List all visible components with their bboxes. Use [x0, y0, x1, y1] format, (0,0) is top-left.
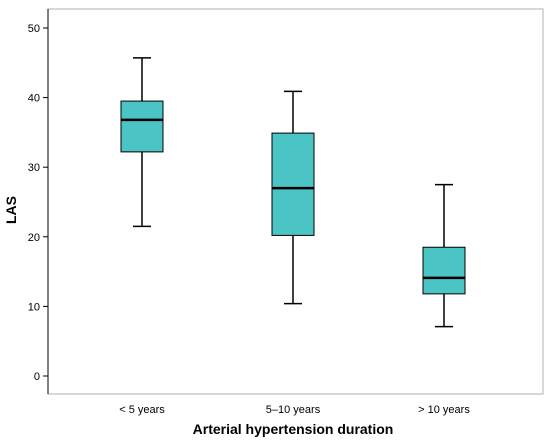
x-axis-title: Arterial hypertension duration — [193, 421, 394, 437]
y-tick-label: 40 — [28, 93, 40, 105]
x-tick-label: 5–10 years — [266, 404, 321, 416]
y-tick-label: 10 — [28, 301, 40, 313]
y-tick-label: 0 — [34, 371, 40, 383]
x-tick-label: < 5 years — [119, 404, 165, 416]
iqr-box — [422, 246, 466, 295]
x-axis-ticks: < 5 years 5–10 years > 10 years — [119, 404, 470, 416]
box-group — [422, 183, 466, 328]
box-group — [120, 57, 164, 228]
y-tick-label: 20 — [28, 232, 40, 244]
iqr-box — [271, 132, 315, 236]
y-axis-title: LAS — [3, 196, 19, 224]
y-axis-ticks: 0 10 20 30 40 50 — [28, 23, 48, 383]
box-series — [120, 57, 466, 328]
box-group — [271, 90, 315, 305]
y-tick-label: 30 — [28, 162, 40, 174]
x-tick-label: > 10 years — [418, 404, 470, 416]
iqr-box — [120, 100, 164, 153]
y-tick-label: 50 — [28, 23, 40, 35]
